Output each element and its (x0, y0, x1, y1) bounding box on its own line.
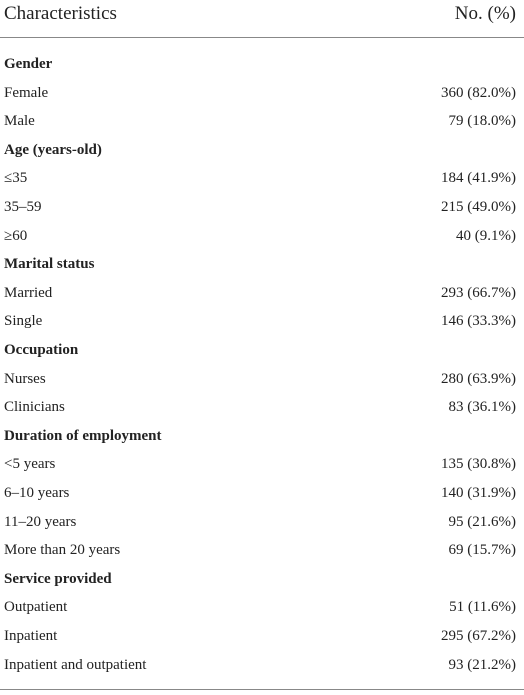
row-value: 83 (36.1%) (448, 399, 517, 416)
bottom-rule (0, 689, 524, 690)
header-cell: No. (%) (454, 3, 516, 24)
header-rule (0, 37, 524, 38)
row-label: Male (4, 113, 35, 130)
section-title: Age (years-old) (4, 141, 102, 158)
row-value: 40 (9.1%) (456, 227, 516, 244)
row-value: 79 (18.0%) (448, 113, 517, 130)
row-value: 69 (15.7%) (448, 542, 517, 559)
section-title: Service provided (4, 570, 112, 587)
row-value: 93 (21.2%) (448, 656, 517, 673)
row-label: 6–10 years (4, 485, 70, 501)
header-cell: Characteristics (4, 3, 117, 24)
row-label: Clinicians (4, 399, 65, 416)
row-value: 95 (21.6%) (448, 513, 517, 530)
row-value: 140 (31.9%) (441, 485, 516, 501)
row-value: 293 (66.7%) (441, 284, 516, 301)
row-value: 295 (67.2%) (441, 628, 516, 644)
row-value: 135 (30.8%) (441, 456, 516, 473)
row-value: 146 (33.3%) (441, 313, 516, 330)
row-label: <5 years (4, 456, 56, 473)
row-label: Inpatient (4, 628, 58, 644)
section-title: Marital status (4, 256, 95, 273)
row-label: ≥60 (4, 227, 28, 244)
section-title: Gender (4, 56, 53, 72)
row-value: 51 (11.6%) (449, 599, 516, 616)
row-label: More than 20 years (4, 542, 121, 559)
row-label: Outpatient (4, 599, 68, 616)
row-label: 35–59 (4, 199, 42, 215)
row-label: Married (4, 284, 53, 301)
row-value: 360 (82.0%) (441, 84, 516, 101)
row-label: 11–20 years (4, 513, 77, 530)
row-label: Single (4, 313, 43, 330)
row-value: 280 (63.9%) (441, 370, 516, 387)
row-label: Inpatient and outpatient (4, 656, 147, 673)
row-value: 184 (41.9%) (441, 170, 516, 187)
row-value: 215 (49.0%) (441, 199, 516, 215)
section-title: Duration of employment (4, 427, 162, 444)
row-label: Nurses (4, 370, 46, 387)
section-title: Occupation (4, 342, 79, 358)
row-label: Female (4, 84, 49, 101)
row-label: ≤35 (4, 170, 28, 187)
